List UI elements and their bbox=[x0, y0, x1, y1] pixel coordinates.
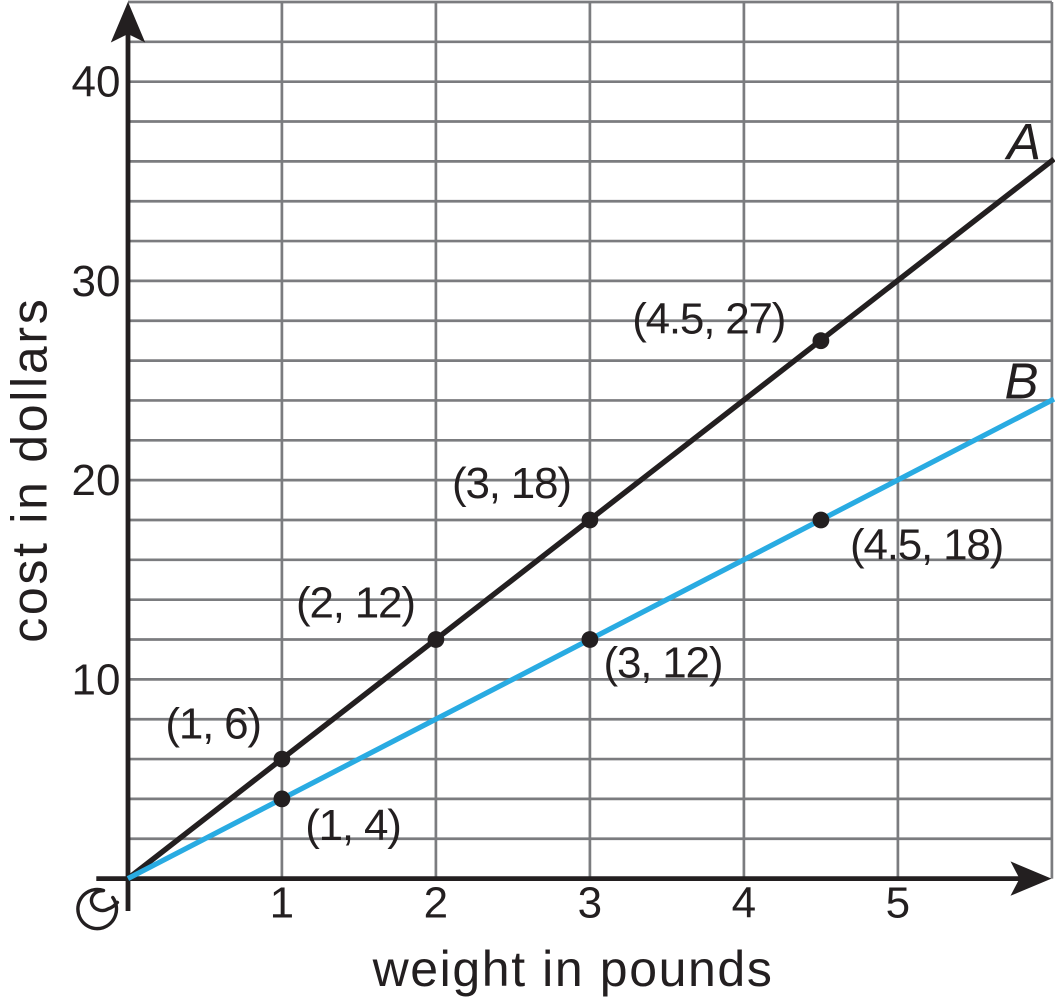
svg-text:20: 20 bbox=[72, 456, 121, 505]
svg-text:10: 10 bbox=[72, 655, 121, 704]
svg-text:3: 3 bbox=[578, 879, 602, 928]
svg-text:(4.5, 27): (4.5, 27) bbox=[632, 295, 785, 344]
svg-text:(4.5, 18): (4.5, 18) bbox=[850, 521, 1003, 570]
svg-text:1: 1 bbox=[270, 879, 294, 928]
svg-text:40: 40 bbox=[72, 58, 121, 107]
svg-text:(2, 12): (2, 12) bbox=[296, 579, 415, 628]
svg-text:cost in dollars: cost in dollars bbox=[2, 297, 58, 643]
svg-text:5: 5 bbox=[886, 879, 910, 928]
svg-text:(1, 4): (1, 4) bbox=[305, 801, 401, 850]
svg-text:weight in pounds: weight in pounds bbox=[372, 941, 774, 997]
svg-text:B: B bbox=[1005, 353, 1039, 410]
svg-text:2: 2 bbox=[424, 879, 448, 928]
svg-text:30: 30 bbox=[72, 257, 121, 306]
svg-text:A: A bbox=[1004, 114, 1041, 171]
svg-text:(3, 12): (3, 12) bbox=[604, 639, 723, 688]
svg-text:4: 4 bbox=[732, 879, 756, 928]
svg-text:(1, 6): (1, 6) bbox=[165, 699, 261, 748]
svg-text:(3, 18): (3, 18) bbox=[452, 459, 571, 508]
